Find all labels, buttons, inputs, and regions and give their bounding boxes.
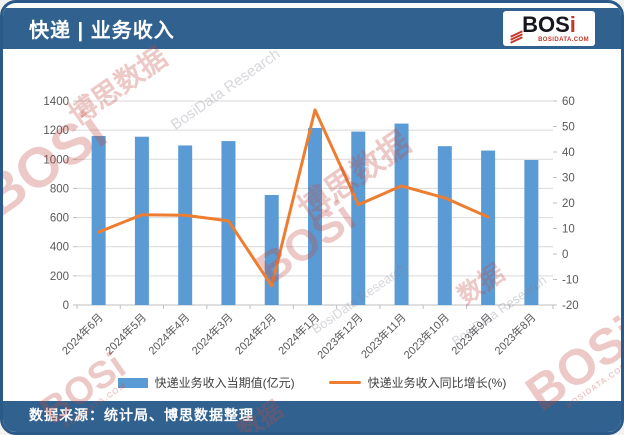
combo-chart: 0 200 400 600 800 1000 1200 1400 -20 -10 0 10 20 30 40… [43, 96, 579, 362]
x-axis-label: 2023年9月 [448, 310, 495, 357]
chart-legend: 快递业务收入当期值(亿元) 快递业务收入同比增长(%) [3, 374, 621, 391]
y-axis-label-right: 40 [562, 147, 575, 159]
y-axis-label-left: 1200 [43, 125, 69, 137]
x-axis-label: 2024年5月 [102, 310, 149, 357]
x-axis-label: 2024年2月 [232, 310, 279, 357]
y-axis-label-left: 600 [50, 213, 69, 225]
logo-domain: BOSIDATA.COM [538, 37, 589, 43]
y-axis-label-right: 60 [562, 96, 575, 108]
data-source-text: 数据来源：统计局、博思数据整理 [29, 407, 254, 423]
page-title: 快递 | 业务收入 [29, 20, 175, 42]
x-axis-label: 2023年8月 [491, 310, 538, 357]
revenue-bar [481, 150, 496, 305]
footer-source-band: 数据来源：统计局、博思数据整理 [3, 401, 621, 432]
revenue-bar [134, 136, 149, 305]
logo-text: BOS [522, 12, 570, 37]
legend-label-growth: 快递业务收入同比增长(%) [367, 376, 507, 390]
bosi-logo: BOS i BOSIDATA.COM [503, 11, 595, 46]
x-axis-label: 2024年3月 [188, 310, 235, 357]
header-band: 快递 | 业务收入 BOS i BOSIDATA.COM [3, 8, 621, 49]
revenue-bar [264, 194, 279, 305]
y-axis-label-left: 1400 [43, 96, 69, 108]
bar-swatch-icon [117, 377, 148, 388]
x-axis-label: 2024年6月 [59, 310, 106, 357]
growth-line [97, 108, 490, 288]
chart-area: 0 200 400 600 800 1000 1200 1400 -20 -10 0 10 20 30 40… [3, 51, 621, 368]
y-axis-label-left: 0 [63, 300, 69, 312]
legend-item-growth: 快递业务收入同比增长(%) [328, 374, 507, 391]
revenue-bar [308, 127, 322, 305]
legend-label-revenue: 快递业务收入当期值(亿元) [154, 376, 295, 390]
revenue-bar [351, 131, 366, 305]
y-axis-label-left: 800 [50, 183, 69, 195]
y-axis-label-right: 0 [562, 249, 568, 261]
revenue-bar [524, 160, 539, 305]
y-axis-label-right: 20 [562, 198, 575, 210]
x-axis-label: 2024年4月 [145, 310, 192, 357]
y-axis-label-left: 200 [50, 271, 69, 283]
y-axis-label-right: -20 [562, 300, 579, 312]
revenue-bar [178, 145, 193, 305]
y-axis-label-right: 50 [562, 122, 575, 134]
x-axis-label: 2024年1月 [275, 310, 322, 357]
revenue-bar [91, 135, 106, 305]
legend-item-revenue: 快递业务收入当期值(亿元) [117, 374, 295, 391]
y-axis-label-right: 30 [562, 173, 575, 185]
line-swatch-icon [328, 381, 361, 384]
x-axis-label: 2023年10月 [401, 310, 452, 361]
revenue-bar [394, 123, 409, 305]
y-axis-label-right: 10 [562, 224, 575, 236]
y-axis-label-left: 1000 [43, 154, 69, 166]
logo-stripes-icon [510, 30, 526, 44]
revenue-bar [437, 146, 452, 305]
y-axis-label-left: 400 [50, 242, 69, 254]
y-axis-label-right: -10 [562, 275, 579, 287]
x-axis-label: 2023年12月 [314, 310, 365, 361]
logo-text-accent: i [569, 12, 576, 37]
